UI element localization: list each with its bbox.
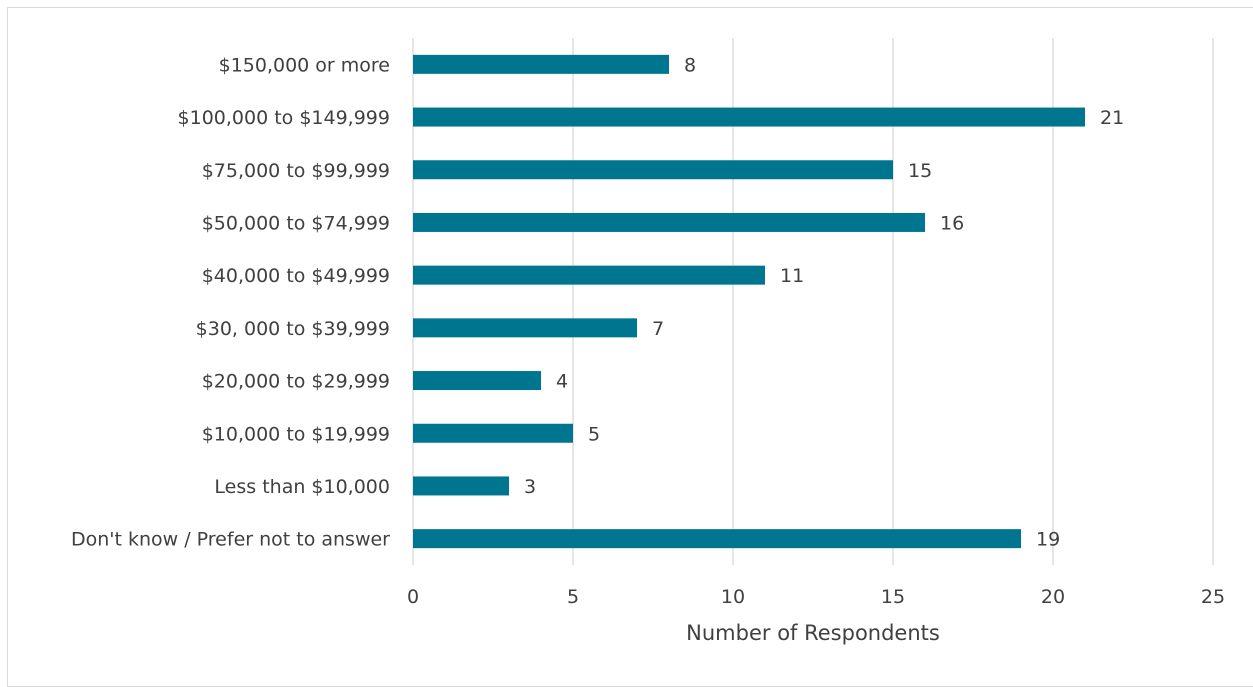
category-label: Less than $10,000 (214, 476, 390, 498)
bar (413, 529, 1021, 549)
bar (413, 54, 669, 74)
x-tick-labels: 0 5 10 15 20 25 (407, 586, 1225, 608)
bar-chart: $150,000 or more $100,000 to $149,999 $75,… (71, 38, 1225, 645)
category-label: $10,000 to $19,999 (202, 423, 390, 445)
category-label: $30, 000 to $39,999 (196, 318, 390, 340)
data-label: 8 (684, 54, 696, 76)
x-tick-label: 15 (881, 586, 905, 608)
category-label: $50,000 to $74,999 (202, 212, 390, 234)
category-label: $75,000 to $99,999 (202, 160, 390, 182)
data-label: 4 (556, 371, 568, 393)
category-label: $150,000 or more (219, 54, 390, 76)
data-label: 16 (940, 212, 964, 234)
x-tick-label: 25 (1201, 586, 1225, 608)
category-label: $40,000 to $49,999 (202, 265, 390, 287)
data-label: 5 (588, 423, 600, 445)
bar (413, 371, 541, 391)
bar (413, 160, 893, 180)
data-label: 15 (908, 160, 932, 182)
category-labels: $150,000 or more $100,000 to $149,999 $75,… (71, 54, 390, 550)
bars (413, 54, 1085, 549)
data-labels: 8 21 15 16 11 7 4 5 3 19 (524, 54, 1124, 550)
bar (413, 107, 1085, 127)
bar (413, 212, 925, 232)
x-tick-label: 5 (567, 586, 579, 608)
bar (413, 318, 637, 338)
bar (413, 476, 509, 496)
x-axis-title: Number of Respondents (686, 621, 940, 645)
data-label: 21 (1100, 107, 1124, 129)
data-label: 7 (652, 318, 664, 340)
bar (413, 423, 573, 443)
x-tick-label: 20 (1041, 586, 1065, 608)
x-tick-label: 10 (721, 586, 745, 608)
category-label: $20,000 to $29,999 (202, 371, 390, 393)
bar (413, 265, 765, 285)
data-label: 19 (1036, 529, 1060, 551)
category-label: Don't know / Prefer not to answer (71, 529, 390, 551)
category-label: $100,000 to $149,999 (178, 107, 390, 129)
x-tick-label: 0 (407, 586, 419, 608)
data-label: 11 (780, 265, 804, 287)
data-label: 3 (524, 476, 536, 498)
